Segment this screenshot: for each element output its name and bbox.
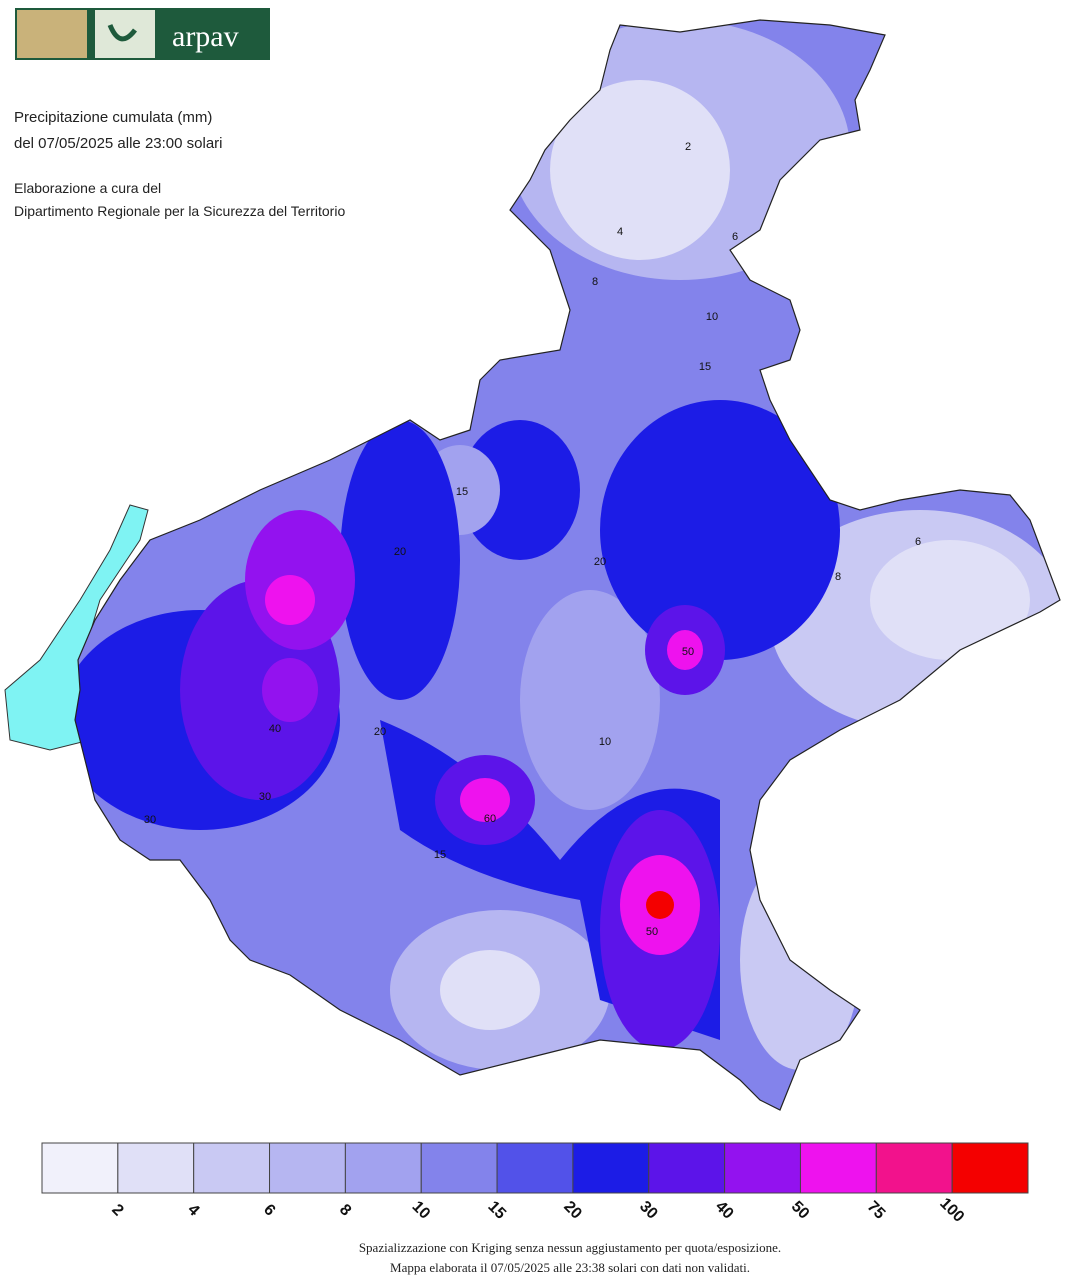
legend-tick-label: 15 [484,1198,509,1223]
precipitation-map: 2 4 6 8 10 15 20 20 30 40 50 60 50 15 10 6 8 30 15 20 [4,19,1061,1111]
legend-swatch [117,1142,195,1194]
lake-garda [4,504,149,751]
legend-swatch [648,1142,726,1194]
legend-tick-label: 2 [108,1201,126,1219]
contour-label: 4 [617,226,623,238]
contour-label: 8 [835,571,841,583]
legend-swatch [193,1142,271,1194]
contour-label: 20 [594,556,606,568]
logo-text: arpav [172,20,239,53]
contour-label: 2 [685,141,691,153]
contour-label: 50 [646,926,658,938]
legend-tick-label: 30 [636,1198,661,1223]
contour-label: 60 [484,813,496,825]
contour-label: 40 [269,723,281,735]
legend-swatch [875,1142,953,1194]
contour-label: 20 [394,546,406,558]
footer-line: Spazializzazione con Kriging senza nessu… [359,1240,781,1255]
legend-tick-label: 50 [788,1198,813,1223]
contour-label: 15 [434,849,446,861]
contour-label: 15 [699,361,711,373]
legend-tick-label: 100 [936,1195,967,1226]
legend-swatch [572,1142,650,1194]
legend-swatch [951,1142,1029,1194]
credit-line: Elaborazione a cura del [14,180,161,196]
legend-swatch [344,1142,422,1194]
legend-tick-label: 20 [560,1198,585,1223]
title-line: del 07/05/2025 alle 23:00 solari [14,135,223,152]
legend-tick-label: 40 [712,1198,737,1223]
legend-swatch [269,1142,346,1194]
contour-label: 30 [144,814,156,826]
contour-label: 10 [706,311,718,323]
legend-swatch [420,1142,498,1194]
credit-line: Dipartimento Regionale per la Sicurezza … [14,203,345,219]
legend-tick-label: 8 [336,1201,354,1219]
contour-label: 6 [732,231,738,243]
contour-label: 15 [456,486,468,498]
footer-line: Mappa elaborata il 07/05/2025 alle 23:38… [390,1260,750,1275]
legend-tick-label: 6 [260,1201,278,1219]
legend-swatch [724,1142,801,1194]
legend-tick-label: 4 [184,1201,202,1219]
legend-swatch [799,1142,877,1194]
legend-swatch [496,1142,574,1194]
logo: arpav [15,8,270,60]
contour-label: 50 [682,646,694,658]
legend-tick-label: 75 [864,1198,889,1223]
contour-label: 10 [599,736,611,748]
contour-label: 8 [592,276,598,288]
contour-label: 20 [374,726,386,738]
legend-swatch [41,1142,119,1194]
contour-label: 6 [915,536,921,548]
title-line: Precipitazione cumulata (mm) [14,109,212,126]
legend: 2 4 6 8 10 15 20 30 40 50 75 100 [41,1142,1029,1226]
legend-tick-label: 10 [409,1198,434,1223]
contour-label: 30 [259,791,271,803]
